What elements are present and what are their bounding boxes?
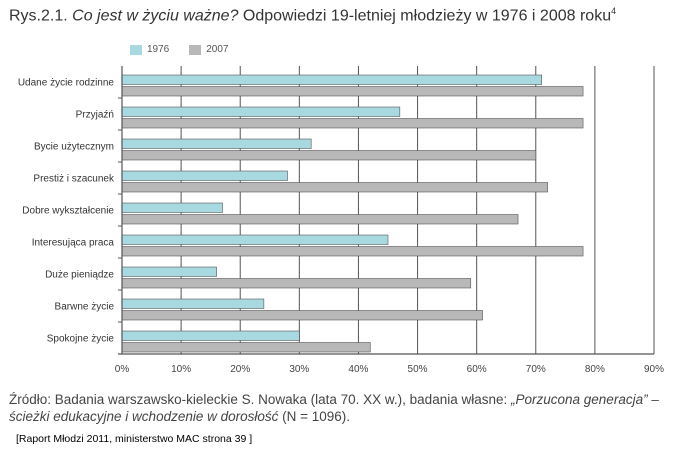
x-tick-label: 10% [171, 364, 191, 375]
category-label: Prestiż i szacunek [33, 174, 115, 185]
bar-1976 [121, 74, 542, 85]
category-label: Bycie użytecznym [34, 142, 114, 153]
bar-1976 [121, 330, 300, 341]
bar-2007 [121, 86, 584, 97]
bar-1976 [121, 298, 265, 309]
source-title: „Porzucona generacja” – ścieżki edukacyj… [9, 392, 659, 424]
bar-2007 [121, 214, 519, 225]
category-label: Dobre wykształcenie [22, 206, 114, 217]
x-tick-label: 20% [230, 364, 250, 375]
legend-swatch-2007 [189, 44, 202, 55]
x-tick-label: 90% [644, 364, 664, 375]
category-label: Przyjaźń [76, 110, 114, 121]
category-label: Interesująca praca [32, 238, 115, 249]
chart-title: Rys.2.1. Co jest w życiu ważne? Odpowied… [9, 6, 616, 25]
bar-chart: 0% 10% 20% 30% 40% 50% 60% 70% 80% 90% Udane życie… [18, 66, 664, 375]
bar-1976 [121, 106, 401, 117]
title-question: Co jest w życiu ważne? [72, 7, 239, 25]
bar-1976 [121, 138, 312, 149]
x-tick-label: 50% [408, 364, 428, 375]
title-footnote: 4 [611, 6, 617, 16]
bar-1976 [121, 234, 389, 245]
bar-1976 [121, 266, 217, 277]
bar-1976 [121, 202, 223, 213]
legend-label-1976: 1976 [147, 44, 170, 55]
source-suffix: (N = 1096). [278, 409, 351, 424]
x-tick-label: 40% [348, 364, 368, 375]
source-prefix: Źródło: Badania warszawsko-kieleckie S. … [9, 392, 511, 407]
title-prefix: Rys.2.1. [9, 7, 73, 25]
category-label: Udane życie rodzinne [18, 78, 115, 89]
bar-2007 [121, 150, 537, 161]
category-label: Duże pieniądze [45, 270, 114, 281]
bar-2007 [121, 278, 472, 289]
bar-2007 [121, 310, 483, 321]
bar-1976 [121, 170, 288, 181]
bar-2007 [121, 118, 584, 129]
x-tick-label: 70% [526, 364, 546, 375]
x-tick-label: 60% [467, 364, 487, 375]
legend-label-2007: 2007 [206, 44, 229, 55]
x-tick-label: 80% [585, 364, 605, 375]
bar-2007 [121, 246, 584, 257]
source-note: Źródło: Badania warszawsko-kieleckie S. … [9, 391, 684, 425]
legend: 1976 2007 [130, 44, 249, 55]
x-tick-label: 30% [289, 364, 309, 375]
category-label: Spokojne życie [47, 334, 115, 345]
title-rest: Odpowiedzi 19-letniej młodzieży w 1976 i… [238, 7, 612, 25]
bar-2007 [121, 182, 548, 193]
legend-swatch-1976 [130, 44, 142, 55]
category-label: Barwne życie [55, 302, 115, 313]
report-reference: [Raport Młodzi 2011, ministerstwo MAC st… [16, 433, 253, 445]
bar-2007 [121, 342, 371, 353]
x-tick-label: 0% [115, 364, 130, 375]
